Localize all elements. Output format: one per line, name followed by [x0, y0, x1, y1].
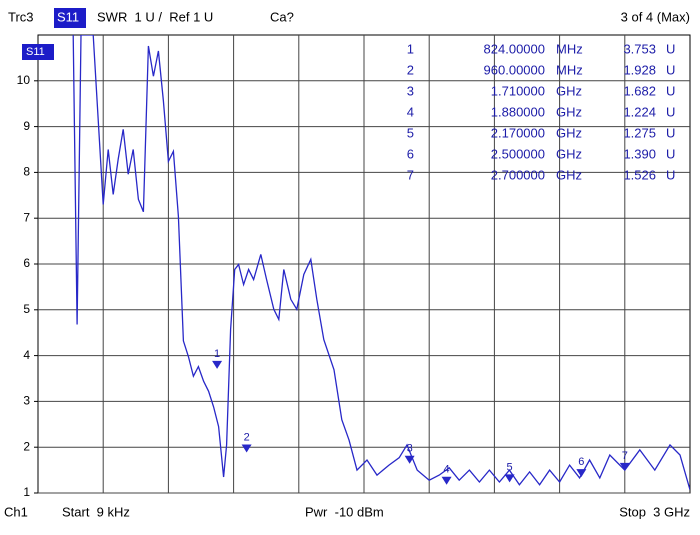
- badge-box: [22, 44, 54, 60]
- marker-number: 2: [407, 62, 414, 77]
- start-freq: Start 9 kHz: [62, 504, 130, 519]
- marker-value: 1.928: [623, 62, 656, 77]
- y-tick-label: 8: [23, 165, 30, 179]
- y-tick-label: 3: [23, 394, 30, 408]
- marker-label: 2: [244, 431, 250, 443]
- y-tick-label: 9: [23, 119, 30, 133]
- marker-triangle: [619, 462, 630, 471]
- marker-unit: U: [666, 104, 675, 119]
- marker-frequency: 2.170000: [491, 125, 545, 140]
- power: Pwr -10 dBm: [305, 504, 384, 519]
- parameter-highlight: [54, 8, 86, 28]
- marker-triangle: [404, 455, 415, 464]
- marker-number: 4: [407, 104, 414, 119]
- marker-unit: U: [666, 146, 675, 161]
- trace-badge: S11: [26, 46, 45, 58]
- marker-value: 1.224: [623, 104, 656, 119]
- marker-freq-unit: GHz: [556, 125, 582, 140]
- marker-freq-unit: GHz: [556, 104, 582, 119]
- marker-value: 3.753: [623, 41, 656, 56]
- marker-number: 7: [407, 167, 414, 182]
- marker-unit: U: [666, 167, 675, 182]
- marker-triangle: [576, 469, 587, 478]
- marker-freq-unit: MHz: [556, 41, 583, 56]
- marker-number: 6: [407, 146, 414, 161]
- stop-freq: Stop 3 GHz: [619, 504, 690, 519]
- marker-number: 5: [407, 125, 414, 140]
- y-tick-label: 2: [23, 439, 30, 453]
- y-tick-label: 6: [23, 256, 30, 270]
- y-tick-label: 5: [23, 302, 30, 316]
- marker-value: 1.390: [623, 146, 656, 161]
- trace-name: Trc3: [8, 9, 34, 24]
- marker-label: 6: [578, 456, 584, 468]
- marker-freq-unit: GHz: [556, 146, 582, 161]
- y-tick-label: 10: [17, 73, 31, 87]
- y-tick-label: 1: [23, 485, 30, 499]
- trace-line: [72, 35, 690, 490]
- cal-status: Ca?: [270, 9, 294, 24]
- marker-label: 4: [444, 464, 450, 476]
- y-tick-label: 7: [23, 210, 30, 224]
- marker-label: 3: [407, 443, 413, 455]
- marker-frequency: 1.880000: [491, 104, 545, 119]
- marker-label: 1: [214, 348, 220, 360]
- marker-freq-unit: GHz: [556, 83, 582, 98]
- y-tick-label: 4: [23, 348, 30, 362]
- marker-label: 7: [622, 450, 628, 462]
- trace-count: 3 of 4 (Max): [621, 9, 690, 24]
- marker-value: 1.682: [623, 83, 656, 98]
- parameter: S11: [57, 9, 79, 24]
- marker-triangle: [212, 360, 223, 369]
- marker-unit: U: [666, 62, 675, 77]
- marker-unit: U: [666, 125, 675, 140]
- marker-frequency: 960.00000: [484, 62, 545, 77]
- channel: Ch1: [4, 504, 28, 519]
- marker-number: 3: [407, 83, 414, 98]
- marker-unit: U: [666, 41, 675, 56]
- marker-frequency: 2.500000: [491, 146, 545, 161]
- marker-unit: U: [666, 83, 675, 98]
- marker-value: 1.526: [623, 167, 656, 182]
- marker-triangle: [504, 474, 515, 483]
- marker-frequency: 2.700000: [491, 167, 545, 182]
- plot-area: [72, 35, 690, 490]
- marker-freq-unit: GHz: [556, 167, 582, 182]
- scale: SWR 1 U / Ref 1 U: [97, 9, 213, 24]
- marker-frequency: 824.00000: [484, 41, 545, 56]
- marker-number: 1: [407, 41, 414, 56]
- marker-freq-unit: MHz: [556, 62, 583, 77]
- marker-label: 5: [507, 461, 513, 473]
- marker-frequency: 1.710000: [491, 83, 545, 98]
- marker-triangle: [441, 476, 452, 485]
- marker-value: 1.275: [623, 125, 656, 140]
- marker-triangle: [241, 444, 252, 453]
